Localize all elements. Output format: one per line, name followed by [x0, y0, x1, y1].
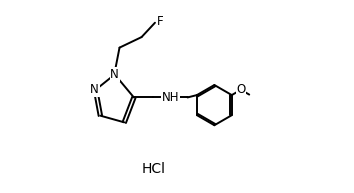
Text: HCl: HCl	[142, 162, 166, 176]
Text: NH: NH	[161, 91, 179, 104]
Text: O: O	[236, 83, 246, 96]
Text: N: N	[90, 83, 99, 96]
Text: N: N	[110, 68, 119, 81]
Text: F: F	[157, 15, 164, 28]
